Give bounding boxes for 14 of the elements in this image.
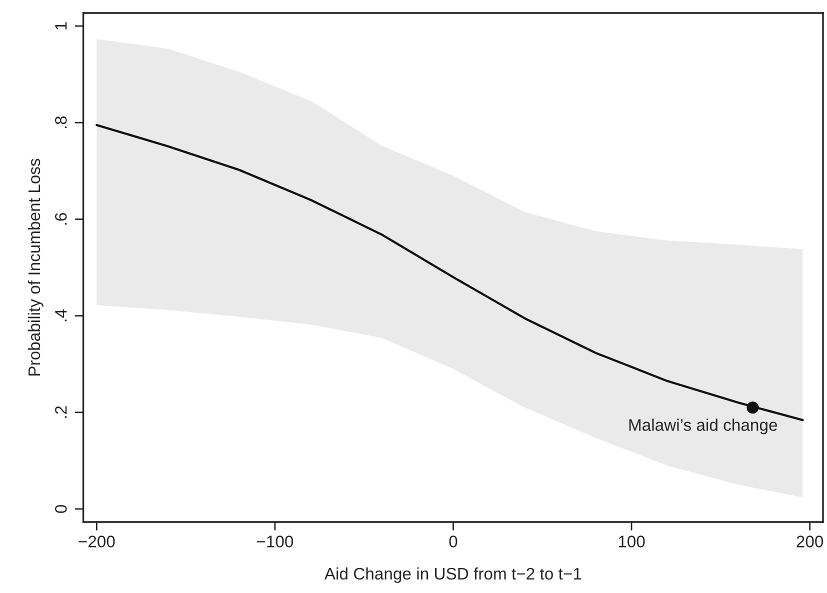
y-axis-title: Probability of Incumbent Loss bbox=[28, 158, 44, 376]
x-axis-title: Aid Change in USD from t−2 to t−1 bbox=[324, 567, 582, 583]
y-tick-label: .4 bbox=[55, 309, 67, 322]
y-tick-label: .6 bbox=[55, 212, 67, 225]
x-tick-label: −200 bbox=[78, 536, 115, 548]
y-tick-label: 0 bbox=[55, 504, 67, 513]
x-tick-label: 200 bbox=[796, 536, 824, 548]
y-tick-label: 1 bbox=[55, 22, 67, 30]
annotation: Malawi’s aid change bbox=[629, 418, 778, 434]
y-tick-label: .8 bbox=[55, 116, 67, 128]
x-tick-label: −100 bbox=[257, 536, 294, 548]
x-tick-label: 100 bbox=[618, 536, 645, 548]
x-tick-label: 0 bbox=[449, 536, 458, 548]
y-tick-label: .2 bbox=[55, 406, 67, 418]
